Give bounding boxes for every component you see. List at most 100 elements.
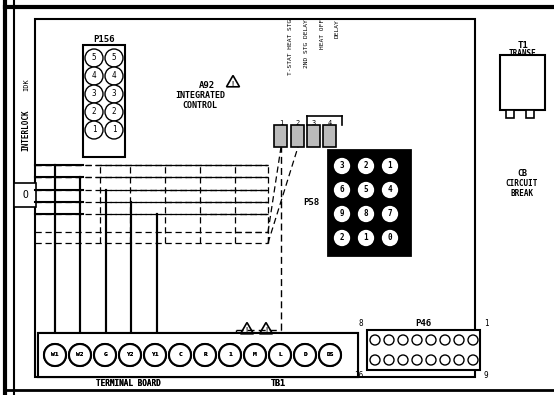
Circle shape — [105, 49, 123, 67]
Circle shape — [105, 121, 123, 139]
Bar — [506, 110, 514, 118]
Circle shape — [333, 205, 351, 223]
Text: P46: P46 — [416, 318, 432, 327]
Text: D: D — [303, 352, 307, 357]
Text: 1: 1 — [363, 233, 368, 243]
Text: 3: 3 — [340, 162, 345, 171]
Text: P58: P58 — [303, 198, 319, 207]
Circle shape — [119, 344, 141, 366]
Text: TB1: TB1 — [270, 380, 285, 389]
Circle shape — [144, 344, 166, 366]
Circle shape — [294, 344, 316, 366]
Text: R: R — [203, 352, 207, 357]
Text: TERMINAL BOARD: TERMINAL BOARD — [96, 380, 160, 389]
Circle shape — [357, 157, 375, 175]
Circle shape — [398, 355, 408, 365]
Text: Y2: Y2 — [126, 352, 134, 357]
Text: 0: 0 — [388, 233, 392, 243]
Bar — [307, 125, 320, 147]
Text: 1: 1 — [228, 352, 232, 357]
Text: 9: 9 — [340, 209, 345, 218]
Text: W2: W2 — [76, 352, 84, 357]
Text: 2ND STG DELAY: 2ND STG DELAY — [305, 19, 310, 68]
Bar — [83, 45, 125, 157]
Circle shape — [426, 355, 436, 365]
Text: Y2: Y2 — [126, 352, 134, 357]
Circle shape — [44, 344, 66, 366]
Text: !: ! — [231, 81, 235, 87]
Text: 1: 1 — [228, 352, 232, 357]
Circle shape — [468, 335, 478, 345]
Text: L: L — [278, 352, 282, 357]
Circle shape — [384, 355, 394, 365]
Text: 4: 4 — [328, 120, 332, 126]
Text: 5: 5 — [92, 53, 96, 62]
Bar — [526, 110, 534, 118]
Circle shape — [69, 344, 91, 366]
Text: CIRCUIT: CIRCUIT — [506, 179, 538, 188]
Text: TERMINAL BOARD: TERMINAL BOARD — [96, 380, 160, 389]
Circle shape — [381, 181, 399, 199]
Text: C: C — [178, 352, 182, 357]
Bar — [367, 330, 480, 370]
Text: 9: 9 — [484, 371, 489, 380]
Text: 4: 4 — [388, 186, 392, 194]
Circle shape — [85, 85, 103, 103]
Text: T1: T1 — [517, 41, 528, 49]
Text: G: G — [103, 352, 107, 357]
Circle shape — [454, 335, 464, 345]
Text: P156: P156 — [93, 34, 115, 43]
Circle shape — [370, 355, 380, 365]
Circle shape — [44, 344, 66, 366]
Text: 16: 16 — [354, 371, 363, 380]
Text: 4: 4 — [92, 71, 96, 81]
Text: 3: 3 — [92, 90, 96, 98]
Circle shape — [219, 344, 241, 366]
Circle shape — [357, 205, 375, 223]
Circle shape — [333, 181, 351, 199]
Bar — [323, 125, 336, 147]
Circle shape — [194, 344, 216, 366]
Text: 2: 2 — [92, 107, 96, 117]
Text: 2: 2 — [296, 120, 300, 126]
Circle shape — [468, 355, 478, 365]
Circle shape — [412, 335, 422, 345]
Text: 4: 4 — [112, 71, 116, 81]
Circle shape — [85, 49, 103, 67]
Text: W1: W1 — [52, 352, 59, 357]
Text: DELAY: DELAY — [335, 19, 340, 38]
Bar — [500, 55, 545, 110]
Text: INTEGRATED: INTEGRATED — [175, 92, 225, 100]
Text: O: O — [22, 190, 28, 200]
Circle shape — [194, 344, 216, 366]
Text: G: G — [103, 352, 107, 357]
Bar — [35, 19, 475, 377]
Text: 6: 6 — [340, 186, 345, 194]
Text: DS: DS — [326, 352, 334, 357]
Circle shape — [440, 335, 450, 345]
Circle shape — [69, 344, 91, 366]
Bar — [291, 125, 304, 147]
Text: 2: 2 — [112, 107, 116, 117]
Text: 5: 5 — [112, 53, 116, 62]
Text: R: R — [203, 352, 207, 357]
Text: A92: A92 — [199, 81, 215, 90]
Text: 8: 8 — [363, 209, 368, 218]
Circle shape — [294, 344, 316, 366]
Circle shape — [319, 344, 341, 366]
Circle shape — [333, 157, 351, 175]
Text: HEAT OFF: HEAT OFF — [320, 19, 325, 49]
Circle shape — [269, 344, 291, 366]
Text: 7: 7 — [388, 209, 392, 218]
Text: 1: 1 — [484, 318, 489, 327]
Bar — [38, 333, 358, 377]
Circle shape — [381, 205, 399, 223]
Text: 3: 3 — [312, 120, 316, 126]
Circle shape — [94, 344, 116, 366]
Circle shape — [244, 344, 266, 366]
Circle shape — [144, 344, 166, 366]
Text: 8: 8 — [358, 318, 363, 327]
Circle shape — [370, 335, 380, 345]
Circle shape — [426, 335, 436, 345]
Text: CONTROL: CONTROL — [182, 102, 218, 111]
